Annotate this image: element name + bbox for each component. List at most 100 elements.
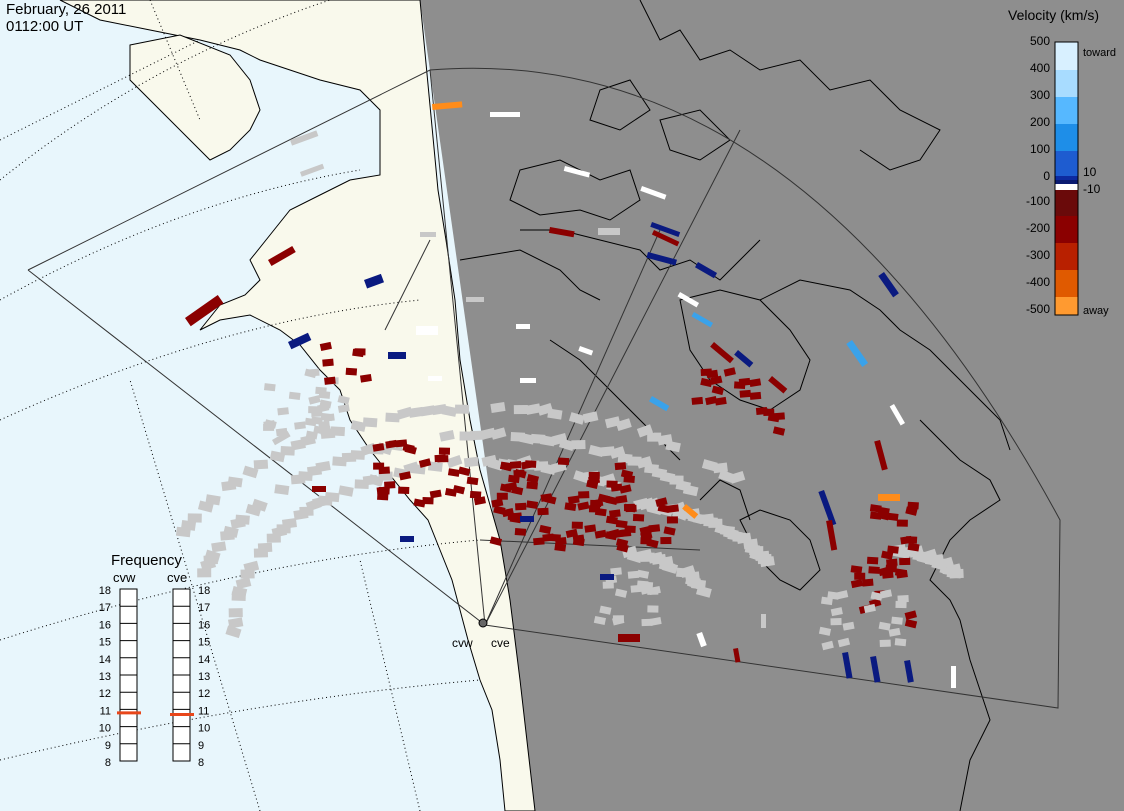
scatter-cell <box>738 377 751 387</box>
scatter-cell <box>563 166 591 178</box>
scatter-cell <box>878 272 899 298</box>
scatter-cell <box>549 533 561 542</box>
scatter-cell <box>373 462 385 470</box>
scatter-cell <box>220 530 235 541</box>
scatter-cell <box>830 617 842 626</box>
frequency-scale-label: 8 <box>105 757 111 769</box>
scatter-cell <box>398 486 410 494</box>
daylight-land <box>59 0 536 811</box>
scatter-cell <box>641 618 653 627</box>
scatter-cell <box>636 580 649 589</box>
colorbar-swatch <box>1055 270 1078 297</box>
scatter-cell <box>646 251 677 266</box>
scatter-cell <box>905 506 918 516</box>
frequency-label-cve: cve <box>167 570 187 585</box>
scatter-cell <box>438 447 451 455</box>
scatter-cell <box>895 600 907 609</box>
scatter-cell <box>288 332 312 350</box>
colorbar-tick-label: 400 <box>1030 61 1050 75</box>
scatter-cell <box>644 463 659 474</box>
scatter-cell <box>473 496 486 506</box>
scatter-cell <box>618 634 640 642</box>
scatter-cell <box>197 568 212 578</box>
scatter-cell <box>337 395 350 405</box>
scatter-cell <box>951 666 956 688</box>
coordinate-grid <box>0 0 481 811</box>
scatter-cell <box>614 588 628 598</box>
scatter-cell <box>311 409 323 417</box>
velocity-colorbar: Velocity (km/s) 500400300200100100-10-10… <box>1008 7 1116 317</box>
scatter-cell <box>711 385 725 396</box>
scatter-cell <box>568 412 585 425</box>
scatter-cell <box>318 390 331 399</box>
scatter-cell <box>691 312 714 328</box>
scatter-cell <box>364 273 384 289</box>
scatter-cell <box>319 341 332 352</box>
scatter-cell <box>520 516 534 522</box>
scatter-cell <box>245 503 262 517</box>
colorbar-swatch <box>1055 216 1078 243</box>
frequency-scale-label: 16 <box>99 619 111 631</box>
scatter-cell <box>511 485 524 496</box>
colorbar-tick-label: -100 <box>1026 194 1050 208</box>
scatter-cell <box>444 487 458 497</box>
frequency-scale-label: 17 <box>99 602 111 614</box>
colorbar-tick-label: 0 <box>1043 169 1050 183</box>
scatter-cell <box>572 537 585 547</box>
radar-site-marker <box>478 618 488 628</box>
scatter-cell <box>612 616 625 626</box>
scatter-cell <box>826 519 838 551</box>
scatter-cell <box>416 326 438 335</box>
scatter-cell <box>682 503 699 519</box>
scatter-cell <box>320 412 333 422</box>
frequency-label-cvw: cvw <box>113 570 136 585</box>
scatter-cell <box>619 484 632 494</box>
scatter-cell <box>861 578 874 587</box>
scatter-cell <box>624 525 636 533</box>
scatter-cell <box>490 112 520 117</box>
colorbar-swatch <box>1055 124 1078 151</box>
scatter-cell <box>469 490 482 499</box>
scatter-cell <box>886 558 898 567</box>
scatter-cell <box>459 431 474 441</box>
scatter-cell <box>308 395 321 405</box>
scatter-cell <box>211 541 227 553</box>
scatter-cell <box>694 262 718 279</box>
scatter-cell <box>520 378 536 383</box>
scatter-cell <box>850 579 864 589</box>
scatter-cell <box>894 568 907 578</box>
scatter-cell <box>639 525 652 536</box>
scatter-cell <box>878 621 891 631</box>
scatter-cell <box>904 610 917 620</box>
scatter-cell <box>290 474 306 485</box>
scatter-cell <box>446 454 463 468</box>
scatter-cell <box>240 569 255 579</box>
colorbar-tick-label: 300 <box>1030 88 1050 102</box>
frequency-scale-label: 15 <box>198 637 210 649</box>
scatter-cell <box>870 591 883 601</box>
colorbar-swatch <box>1055 180 1078 184</box>
scatter-cell <box>294 421 306 430</box>
scatter-cell <box>197 500 214 513</box>
scatter-cell <box>404 444 417 455</box>
scatter-cell <box>187 513 202 523</box>
scatter-cell <box>577 501 590 511</box>
scatter-cell <box>324 376 336 385</box>
scatter-cell <box>868 566 880 574</box>
scatter-cell <box>714 396 727 406</box>
scatter-cell <box>322 358 334 367</box>
scatter-cell <box>878 566 891 577</box>
scatter-cell <box>889 404 905 426</box>
scatter-cell <box>418 458 432 468</box>
scatter-cell <box>175 526 191 538</box>
scatter-cell <box>507 512 520 521</box>
scatter-cell <box>274 484 290 496</box>
scatter-cell <box>578 345 594 356</box>
colorbar-tick-label: -300 <box>1026 248 1050 262</box>
scatter-cell <box>573 470 590 484</box>
scatter-cell <box>870 656 881 683</box>
scatter-cell <box>615 495 628 504</box>
scatter-cell <box>879 589 893 599</box>
frequency-scale-label: 13 <box>99 671 111 683</box>
